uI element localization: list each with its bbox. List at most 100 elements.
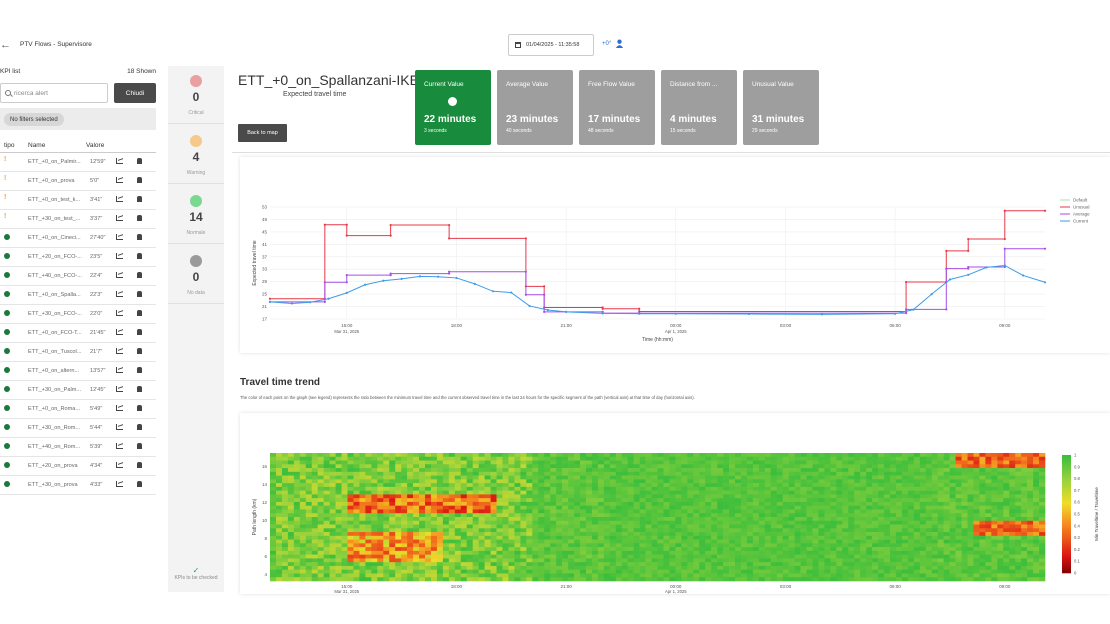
bell-icon[interactable] (137, 424, 142, 430)
table-row[interactable]: ETT_+30_on_FCO-... 22'0" (0, 305, 156, 324)
table-row[interactable]: ETT_+0_on_Roma... 5'49" (0, 400, 156, 419)
table-row[interactable]: ETT_+0_on_FCO-T... 21'45" (0, 324, 156, 343)
value-card[interactable]: Distance from ... 4 minutes 15 seconds (661, 70, 737, 145)
value-card[interactable]: Average Value 23 minutes 40 seconds (497, 70, 573, 145)
chart-icon[interactable] (116, 196, 123, 202)
legend-label[interactable]: Unusual (1073, 205, 1090, 210)
table-row[interactable]: ETT_+30_on_prova 4'33" (0, 476, 156, 495)
heatmap-cell (991, 494, 998, 499)
value-card[interactable]: Current Value 22 minutes 3 seconds (415, 70, 491, 145)
table-row[interactable]: ETT_+40_on_Rom... 5'39" (0, 438, 156, 457)
legend-label[interactable]: Average (1073, 212, 1090, 217)
chart-icon[interactable] (116, 386, 123, 392)
heatmap-cell (669, 505, 676, 510)
heatmap-cell (991, 513, 998, 518)
legend-label[interactable]: Current (1073, 219, 1089, 224)
chart-icon[interactable] (116, 158, 123, 164)
back-to-map-button[interactable]: Back to map (238, 124, 287, 142)
bell-icon[interactable] (137, 481, 142, 487)
table-row[interactable]: ETT_+20_on_prova 4'34" (0, 457, 156, 476)
chart-icon[interactable] (116, 481, 123, 487)
chart-icon[interactable] (116, 329, 123, 335)
heatmap-cell (568, 554, 575, 559)
heatmap-cell (943, 535, 950, 540)
col-value[interactable]: Valore (86, 142, 105, 149)
heatmap-cell (514, 468, 521, 473)
heatmap-cell (1003, 453, 1010, 458)
search-input[interactable]: ricerca alert (0, 83, 108, 103)
bell-icon[interactable] (137, 310, 142, 316)
col-type[interactable]: tipo (4, 142, 15, 149)
col-name[interactable]: Name (28, 142, 46, 149)
heatmap-cell (299, 577, 307, 582)
chart-icon[interactable] (116, 234, 123, 240)
bell-icon[interactable] (137, 272, 142, 278)
chart-icon[interactable] (116, 253, 123, 259)
table-row[interactable]: ! ETT_+0_on_Palmir... 12'59" (0, 153, 156, 172)
status-card-critical[interactable]: 0 Critical (168, 66, 224, 124)
value-card[interactable]: Unusual Value 31 minutes 29 seconds (743, 70, 819, 145)
colorbar-segment (1062, 555, 1071, 558)
legend-label[interactable]: Default (1073, 198, 1088, 203)
chart-icon[interactable] (116, 272, 123, 278)
heatmap-cell (568, 494, 575, 499)
chart-icon[interactable] (116, 215, 123, 221)
heatmap-cell (740, 517, 748, 522)
chart-icon[interactable] (116, 462, 123, 468)
bell-icon[interactable] (137, 253, 142, 259)
heatmap-cell (359, 494, 366, 499)
heatmap-cell (752, 475, 760, 480)
bell-icon[interactable] (137, 386, 142, 392)
bell-icon[interactable] (137, 405, 142, 411)
table-row[interactable]: ETT_+0_on_Tuscol... 21'7" (0, 343, 156, 362)
timezone-label[interactable]: +0° (602, 41, 612, 47)
bell-icon[interactable] (137, 291, 142, 297)
chart-icon[interactable] (116, 405, 123, 411)
table-row[interactable]: ETT_+0_on_altern... 13'57" (0, 362, 156, 381)
heatmap-cell (389, 569, 396, 574)
status-card-normale[interactable]: 14 Normale (168, 186, 224, 244)
table-row[interactable]: ETT_+0_on_Cineci... 27'40" (0, 229, 156, 248)
arrow-left-icon[interactable]: ← (0, 39, 11, 51)
bell-icon[interactable] (137, 234, 142, 240)
user-icon[interactable] (615, 39, 624, 48)
bell-icon[interactable] (137, 348, 142, 354)
table-row[interactable]: ETT_+30_on_Palm... 12'45" (0, 381, 156, 400)
heatmap-cell (454, 456, 462, 461)
filter-chip[interactable]: No filters selected (4, 113, 64, 126)
table-row[interactable]: ETT_+20_on_FCO-... 23'5" (0, 248, 156, 267)
value-card[interactable]: Free Flow Value 17 minutes 48 seconds (579, 70, 655, 145)
chart-icon[interactable] (116, 348, 123, 354)
chart-icon[interactable] (116, 310, 123, 316)
heatmap-cell (776, 490, 783, 495)
bell-icon[interactable] (137, 329, 142, 335)
bell-icon[interactable] (137, 158, 142, 164)
table-row[interactable]: ETT_+40_on_FCO-... 22'4" (0, 267, 156, 286)
table-row[interactable]: ETT_+0_on_Spalla... 22'3" (0, 286, 156, 305)
data-point (382, 279, 385, 282)
table-row[interactable]: ! ETT_+0_on_test_k... 3'41" (0, 191, 156, 210)
bell-icon[interactable] (137, 462, 142, 468)
status-card-no-data[interactable]: 0 No data (168, 246, 224, 304)
heatmap-cell (717, 517, 724, 522)
chart-icon[interactable] (116, 424, 123, 430)
bell-icon[interactable] (137, 215, 142, 221)
status-card-warning[interactable]: 4 Warning (168, 126, 224, 184)
chart-icon[interactable] (116, 177, 123, 183)
heatmap-cell (341, 490, 348, 495)
bell-icon[interactable] (137, 367, 142, 373)
close-button[interactable]: Chiudi (114, 83, 156, 103)
chart-icon[interactable] (116, 367, 123, 373)
bell-icon[interactable] (137, 196, 142, 202)
table-row[interactable]: ! ETT_+30_on_test_... 3'37" (0, 210, 156, 229)
table-row[interactable]: ! ETT_+0_on_prova 5'0" (0, 172, 156, 191)
chart-icon[interactable] (116, 291, 123, 297)
bell-icon[interactable] (137, 177, 142, 183)
date-picker[interactable]: 01/04/2025 - 11:35:58 (508, 34, 594, 56)
heatmap-cell (514, 475, 521, 480)
heatmap-cell (1021, 505, 1028, 510)
chart-icon[interactable] (116, 443, 123, 449)
table-row[interactable]: ETT_+30_on_Rom... 5'44" (0, 419, 156, 438)
bell-icon[interactable] (137, 443, 142, 449)
heatmap-cell (603, 543, 611, 548)
